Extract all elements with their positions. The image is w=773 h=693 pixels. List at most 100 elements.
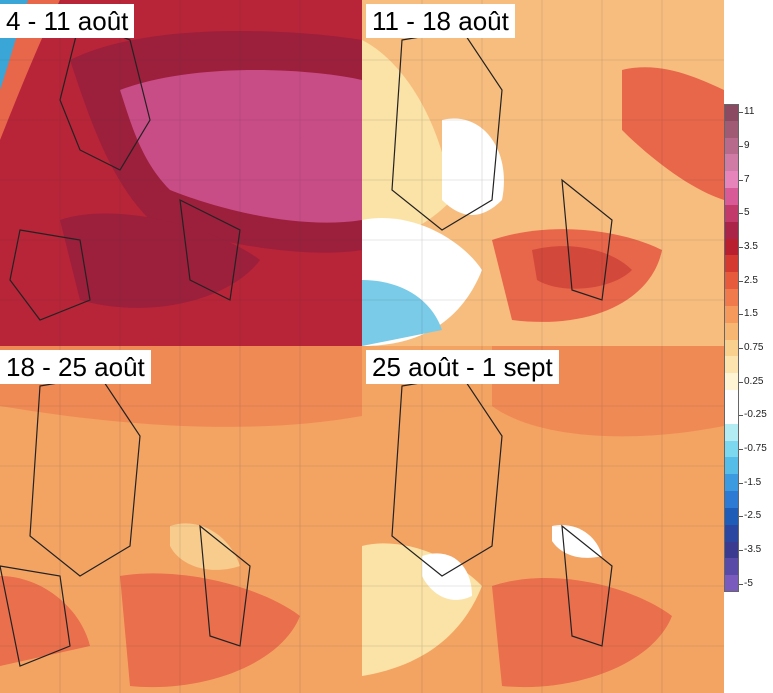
legend-label: -2.5	[744, 510, 762, 522]
anomaly-map-2	[362, 0, 724, 346]
period-label-4: 25 août - 1 sept	[366, 350, 559, 384]
legend-label: 5	[744, 207, 750, 219]
legend-swatch	[724, 322, 739, 340]
legend-row: 11	[724, 104, 773, 121]
map-panel-1	[0, 0, 362, 346]
legend-swatch	[724, 406, 739, 424]
legend-row: -5	[724, 575, 773, 592]
legend-swatch	[724, 339, 739, 357]
legend-row: 9	[724, 137, 773, 155]
legend-tick	[739, 179, 743, 181]
legend-label: 0.75	[744, 341, 764, 353]
legend-tick	[739, 583, 743, 585]
legend-row: 3.5	[724, 238, 773, 256]
legend-row: -0.25	[724, 406, 773, 424]
legend-row	[724, 322, 773, 340]
cool-zone	[170, 523, 240, 570]
legend-row	[724, 524, 773, 542]
legend-swatch	[724, 373, 739, 391]
region-lines	[0, 346, 362, 693]
legend-tick	[739, 516, 743, 518]
hot-zone	[492, 577, 672, 688]
legend-label: 1.5	[744, 308, 758, 320]
legend-tick	[739, 213, 743, 215]
legend-row	[724, 188, 773, 205]
legend-row	[724, 491, 773, 508]
legend-label: -5	[744, 577, 753, 589]
map-panel-3	[0, 346, 362, 693]
region-lines	[362, 0, 724, 346]
legend-tick	[739, 247, 743, 249]
legend-row: -1.5	[724, 474, 773, 492]
legend-label: 11	[744, 106, 755, 118]
legend-label: -0.25	[744, 409, 767, 421]
legend-swatch	[724, 558, 739, 576]
legend-swatch	[724, 440, 739, 458]
legend-swatch	[724, 524, 739, 542]
legend-swatch	[724, 238, 739, 256]
country-borders	[9, 19, 241, 321]
map-panel-2	[362, 0, 724, 346]
legend-tick	[739, 146, 743, 148]
legend-row	[724, 558, 773, 576]
legend-tick	[739, 482, 743, 484]
hot-zone-south	[60, 213, 260, 308]
legend-row: 1.5	[724, 305, 773, 323]
cool-zone	[362, 40, 452, 250]
legend-row	[724, 255, 773, 273]
legend-tick	[739, 448, 743, 450]
legend-row: 0.75	[724, 339, 773, 357]
legend-swatch	[724, 137, 739, 155]
legend-tick	[739, 314, 743, 316]
legend-swatch	[724, 221, 739, 239]
legend-label: 7	[744, 173, 750, 185]
legend-row	[724, 154, 773, 172]
legend-swatch	[724, 474, 739, 492]
anomaly-map-1	[0, 0, 362, 346]
period-label-1: 4 - 11 août	[0, 4, 135, 38]
legend-swatch	[724, 541, 739, 559]
legend-label: -1.5	[744, 476, 762, 488]
legend-swatch	[724, 423, 739, 441]
legend-label: -0.75	[744, 442, 767, 454]
color-scale-legend: 11 9 7 5 3.5 2.5 1.5 0.75 0.25 -0.25 -0.75 -1.5 -2.5…	[724, 104, 773, 592]
legend-swatch	[724, 104, 739, 121]
legend-swatch	[724, 356, 739, 374]
legend-swatch	[724, 120, 739, 138]
legend-row	[724, 289, 773, 306]
legend-swatch	[724, 390, 739, 407]
legend-swatch	[724, 272, 739, 290]
legend-row	[724, 390, 773, 407]
legend-tick	[739, 381, 743, 383]
anomaly-map-4	[362, 346, 724, 693]
legend-row	[724, 221, 773, 239]
legend-swatch	[724, 457, 739, 475]
hot-zone-east	[622, 67, 724, 201]
legend-label: 2.5	[744, 274, 758, 286]
hottest-zone	[200, 96, 320, 151]
legend-swatch	[724, 289, 739, 306]
legend-row: 7	[724, 171, 773, 189]
legend-tick	[739, 112, 743, 114]
legend-swatch	[724, 255, 739, 273]
map-panel-4	[362, 346, 724, 693]
neutral-zone	[442, 118, 504, 215]
legend-row: -3.5	[724, 541, 773, 559]
legend-row: 2.5	[724, 272, 773, 290]
legend-swatch	[724, 575, 739, 592]
legend-swatch	[724, 305, 739, 323]
legend-label: 0.25	[744, 375, 764, 387]
legend-row	[724, 120, 773, 138]
legend-row: -2.5	[724, 507, 773, 525]
legend-tick	[739, 280, 743, 282]
legend-swatch	[724, 171, 739, 189]
legend-row	[724, 457, 773, 475]
legend-row	[724, 356, 773, 374]
legend-row: 0.25	[724, 373, 773, 391]
region-lines	[362, 346, 724, 693]
legend-swatch	[724, 188, 739, 205]
period-label-3: 18 - 25 août	[0, 350, 151, 384]
legend-tick	[739, 549, 743, 551]
anomaly-map-3	[0, 346, 362, 693]
legend-label: -3.5	[744, 543, 762, 555]
